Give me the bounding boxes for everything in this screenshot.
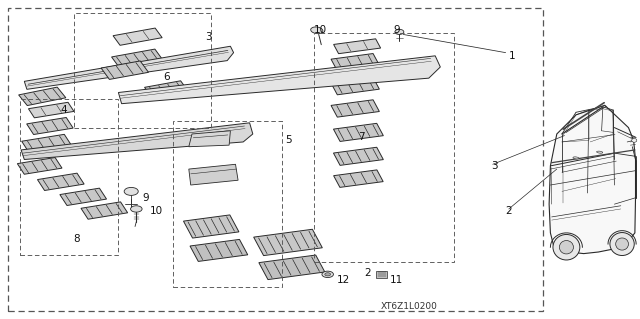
Polygon shape <box>331 78 380 95</box>
Polygon shape <box>189 131 230 147</box>
Text: 8: 8 <box>74 234 80 244</box>
Ellipse shape <box>610 233 634 256</box>
Text: 5: 5 <box>285 135 291 145</box>
Polygon shape <box>333 147 383 165</box>
Polygon shape <box>259 255 325 279</box>
Polygon shape <box>145 81 188 98</box>
Polygon shape <box>549 105 636 254</box>
Ellipse shape <box>395 29 404 34</box>
Polygon shape <box>253 229 323 256</box>
Polygon shape <box>331 100 380 117</box>
Polygon shape <box>189 164 238 185</box>
Polygon shape <box>333 123 383 141</box>
Text: 1: 1 <box>509 51 515 61</box>
Polygon shape <box>190 239 248 262</box>
Text: 10: 10 <box>314 25 326 35</box>
Ellipse shape <box>596 151 603 153</box>
Polygon shape <box>333 170 383 187</box>
Polygon shape <box>184 215 239 238</box>
Polygon shape <box>19 87 66 106</box>
Ellipse shape <box>632 138 637 142</box>
Text: 10: 10 <box>150 205 163 216</box>
Polygon shape <box>60 188 106 205</box>
Ellipse shape <box>310 27 323 34</box>
Polygon shape <box>38 173 84 190</box>
Ellipse shape <box>325 273 331 276</box>
Text: 3: 3 <box>205 32 211 42</box>
Ellipse shape <box>131 206 142 212</box>
Polygon shape <box>81 202 127 219</box>
Ellipse shape <box>616 238 628 250</box>
Bar <box>314 33 454 262</box>
Polygon shape <box>376 271 387 278</box>
Ellipse shape <box>573 157 579 159</box>
Text: 2: 2 <box>365 268 371 278</box>
Polygon shape <box>333 39 381 54</box>
Polygon shape <box>28 102 74 118</box>
Text: 3: 3 <box>491 161 497 171</box>
Text: 6: 6 <box>163 71 170 82</box>
Polygon shape <box>24 46 234 89</box>
Bar <box>173 121 282 287</box>
Ellipse shape <box>322 271 333 278</box>
Polygon shape <box>21 123 253 160</box>
Text: XT6Z1L0200: XT6Z1L0200 <box>381 302 438 311</box>
Ellipse shape <box>553 234 580 260</box>
Polygon shape <box>331 54 380 71</box>
Ellipse shape <box>124 188 138 195</box>
Polygon shape <box>101 61 148 79</box>
Polygon shape <box>111 49 164 69</box>
Text: 4: 4 <box>61 105 67 115</box>
Polygon shape <box>113 28 162 45</box>
Text: 7: 7 <box>358 132 365 142</box>
Polygon shape <box>27 117 73 135</box>
Text: 9: 9 <box>143 193 149 203</box>
Text: 12: 12 <box>337 275 350 285</box>
Text: 11: 11 <box>390 275 403 285</box>
Bar <box>74 13 211 128</box>
Polygon shape <box>17 158 62 174</box>
Bar <box>8 8 543 311</box>
Bar <box>20 99 118 255</box>
Ellipse shape <box>559 241 573 254</box>
Polygon shape <box>22 134 72 153</box>
Text: 2: 2 <box>506 205 512 216</box>
Polygon shape <box>118 56 440 104</box>
Text: 9: 9 <box>394 25 400 35</box>
